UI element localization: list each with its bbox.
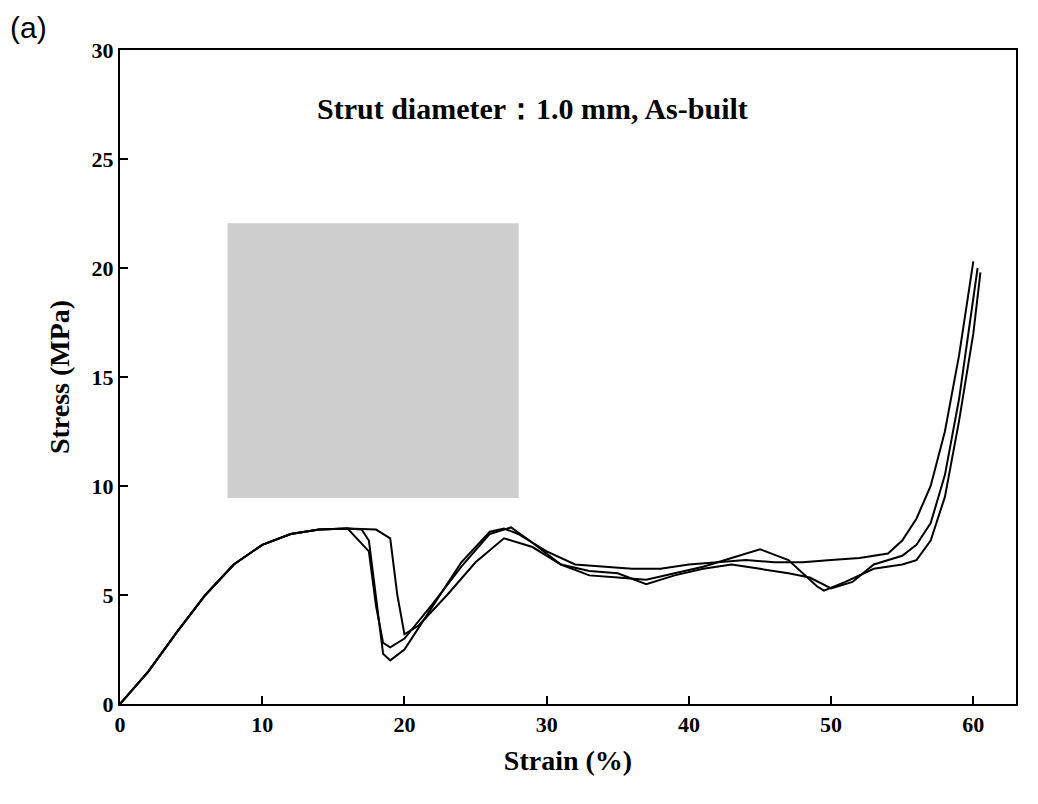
svg-text:15: 15 (92, 365, 114, 390)
svg-text:30: 30 (536, 712, 558, 737)
svg-text:Strut diameter：1.0 mm, As-buil: Strut diameter：1.0 mm, As-built (317, 92, 748, 125)
svg-text:60: 60 (962, 712, 984, 737)
svg-text:5: 5 (103, 583, 114, 608)
svg-text:20: 20 (92, 256, 114, 281)
svg-text:50: 50 (820, 712, 842, 737)
svg-text:0: 0 (103, 692, 114, 717)
svg-text:10: 10 (251, 712, 273, 737)
svg-text:25: 25 (92, 147, 114, 172)
svg-text:40: 40 (678, 712, 700, 737)
svg-text:0: 0 (115, 712, 126, 737)
svg-text:10: 10 (92, 474, 114, 499)
svg-text:Strain (%): Strain (%) (504, 745, 632, 776)
svg-text:20: 20 (393, 712, 415, 737)
svg-text:(a): (a) (10, 11, 47, 44)
svg-text:Stress (MPa): Stress (MPa) (44, 300, 75, 454)
svg-text:30: 30 (92, 38, 114, 63)
